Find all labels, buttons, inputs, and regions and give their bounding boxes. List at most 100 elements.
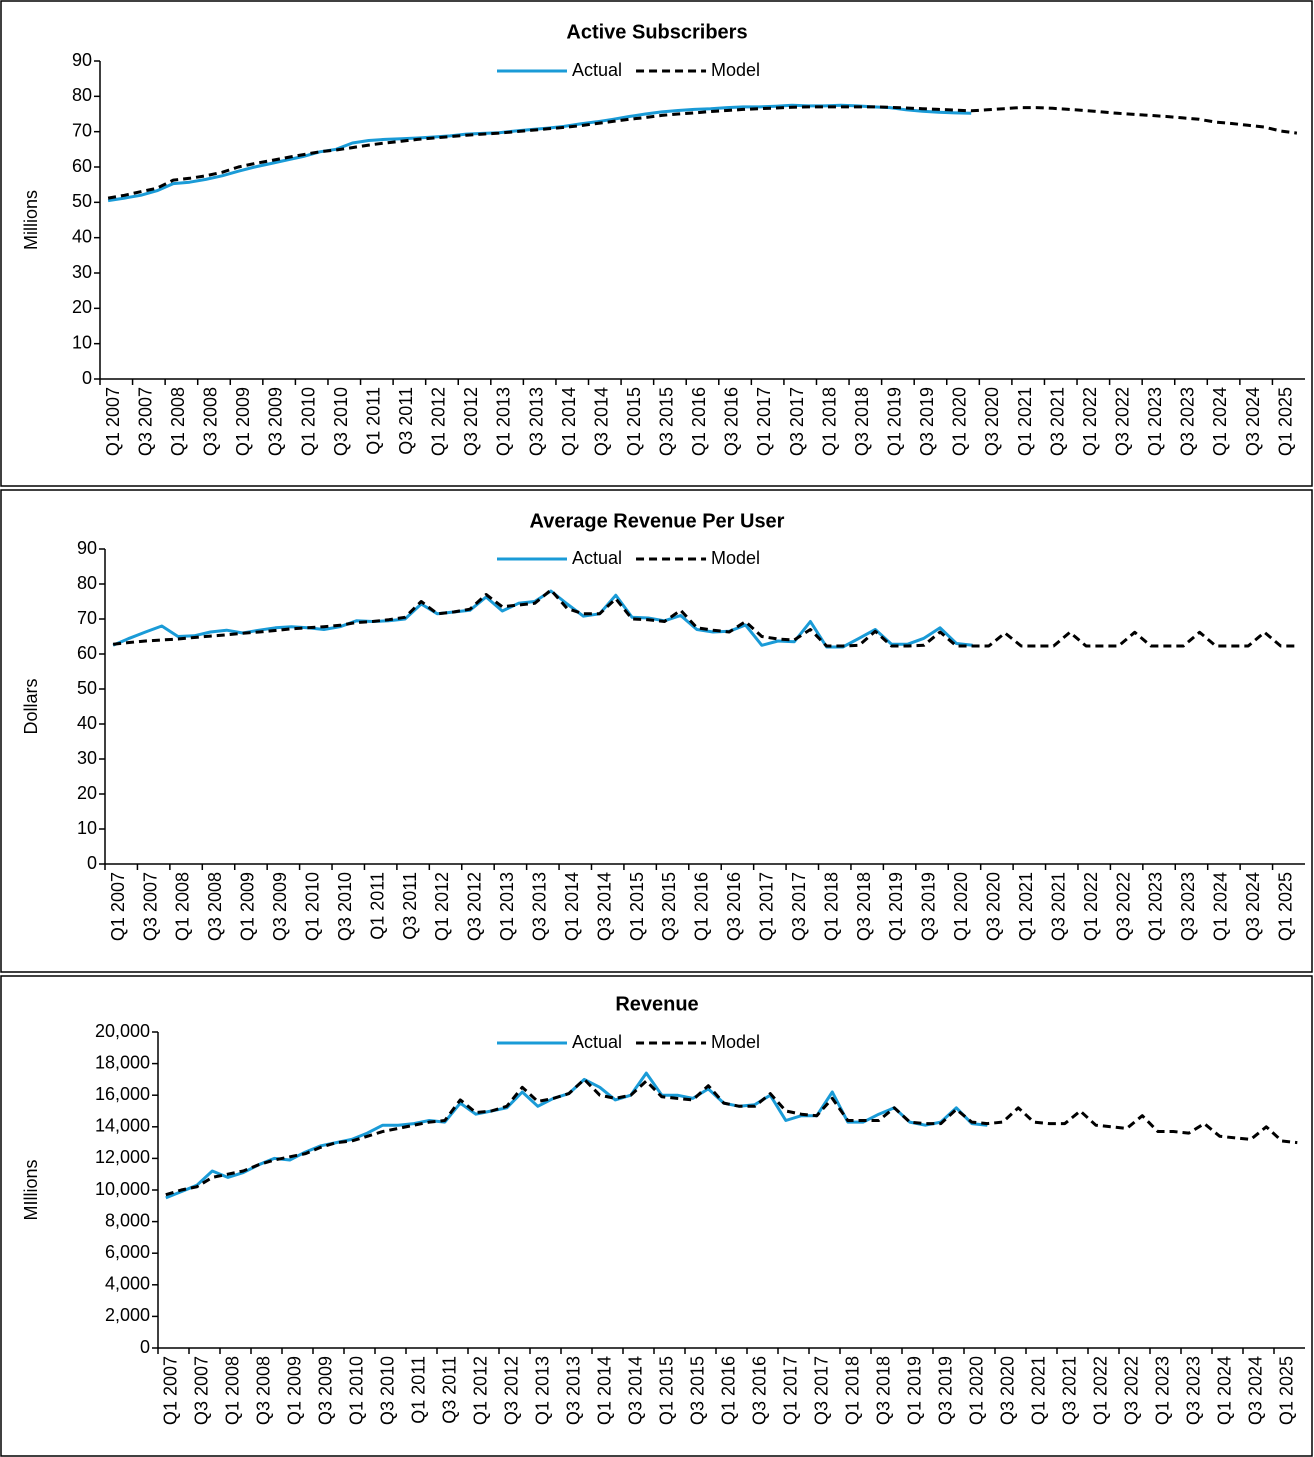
x-tick-label: Q3 2023 bbox=[1184, 1356, 1204, 1425]
x-tick-label: Q1 2025 bbox=[1275, 387, 1295, 456]
x-tick-label: Q3 2024 bbox=[1243, 872, 1263, 941]
y-tick-label: 60 bbox=[77, 643, 97, 663]
y-tick-label: 4,000 bbox=[105, 1274, 150, 1294]
x-tick-label: Q1 2019 bbox=[885, 387, 905, 456]
x-tick-label: Q1 2009 bbox=[285, 1356, 305, 1425]
x-tick-label: Q3 2015 bbox=[657, 387, 677, 456]
series-line bbox=[165, 1071, 988, 1200]
x-tick-label: Q1 2024 bbox=[1215, 1356, 1235, 1425]
x-tick-label: Q1 2017 bbox=[781, 1356, 801, 1425]
x-tick-label: Q3 2008 bbox=[205, 872, 225, 941]
x-tick-label: Q3 2012 bbox=[461, 387, 481, 456]
x-tick-label: Q1 2016 bbox=[719, 1356, 739, 1425]
y-tick-label: 30 bbox=[72, 262, 92, 282]
panel-border bbox=[0, 975, 1313, 1457]
x-tick-label: Q3 2007 bbox=[135, 387, 155, 456]
x-tick-label: Q1 2020 bbox=[950, 387, 970, 456]
y-tick-label: 20,000 bbox=[95, 1021, 150, 1041]
x-tick-label: Q3 2016 bbox=[724, 872, 744, 941]
x-tick-label: Q1 2021 bbox=[1015, 387, 1035, 456]
x-tick-label: Q3 2009 bbox=[270, 872, 290, 941]
y-tick-label: 16,000 bbox=[95, 1084, 150, 1104]
y-tick-label: 12,000 bbox=[95, 1147, 150, 1167]
x-tick-label: Q1 2018 bbox=[843, 1356, 863, 1425]
x-tick-label: Q1 2015 bbox=[624, 387, 644, 456]
x-tick-label: Q3 2012 bbox=[465, 872, 485, 941]
x-tick-label: Q1 2015 bbox=[657, 1356, 677, 1425]
y-tick-label: 10 bbox=[72, 332, 92, 352]
x-tick-label: Q3 2013 bbox=[529, 872, 549, 941]
x-tick-label: Q3 2010 bbox=[378, 1356, 398, 1425]
y-tick-label: 20 bbox=[77, 783, 97, 803]
legend-label: Model bbox=[711, 1032, 760, 1052]
x-tick-label: Q1 2024 bbox=[1210, 387, 1230, 456]
legend-label: Model bbox=[711, 60, 760, 80]
x-tick-label: Q1 2022 bbox=[1081, 872, 1101, 941]
x-tick-label: Q3 2021 bbox=[1048, 872, 1068, 941]
x-tick-label: Q3 2012 bbox=[502, 1356, 522, 1425]
x-tick-label: Q1 2017 bbox=[757, 872, 777, 941]
x-tick-label: Q1 2021 bbox=[1029, 1356, 1049, 1425]
x-tick-label: Q3 2016 bbox=[750, 1356, 770, 1425]
x-tick-label: Q3 2016 bbox=[722, 387, 742, 456]
x-tick-label: Q1 2017 bbox=[754, 387, 774, 456]
x-tick-label: Q3 2007 bbox=[140, 872, 160, 941]
y-tick-label: 6,000 bbox=[105, 1242, 150, 1262]
chart-title: Revenue bbox=[615, 993, 698, 1015]
x-tick-label: Q1 2022 bbox=[1080, 387, 1100, 456]
x-tick-label: Q1 2023 bbox=[1153, 1356, 1173, 1425]
x-tick-label: Q1 2015 bbox=[627, 872, 647, 941]
x-tick-label: Q1 2025 bbox=[1277, 1356, 1297, 1425]
x-tick-label: Q1 2009 bbox=[238, 872, 258, 941]
y-tick-label: 40 bbox=[72, 226, 92, 246]
x-tick-label: Q1 2016 bbox=[689, 387, 709, 456]
x-tick-label: Q1 2011 bbox=[409, 1356, 429, 1424]
x-tick-label: Q1 2021 bbox=[1016, 872, 1036, 941]
y-tick-label: 0 bbox=[82, 368, 92, 388]
x-tick-label: Q3 2018 bbox=[854, 872, 874, 941]
y-tick-label: 40 bbox=[77, 713, 97, 733]
x-tick-label: Q3 2020 bbox=[982, 387, 1002, 456]
x-tick-label: Q3 2017 bbox=[812, 1356, 832, 1425]
x-tick-label: Q1 2007 bbox=[161, 1356, 181, 1425]
x-tick-label: Q1 2008 bbox=[168, 387, 188, 456]
x-tick-label: Q3 2022 bbox=[1112, 387, 1132, 456]
x-tick-label: Q3 2020 bbox=[984, 872, 1004, 941]
x-tick-label: Q1 2008 bbox=[173, 872, 193, 941]
chart-title: Active Subscribers bbox=[566, 21, 747, 43]
x-tick-label: Q3 2010 bbox=[331, 387, 351, 456]
legend-label: Actual bbox=[572, 60, 622, 80]
y-tick-label: 90 bbox=[77, 538, 97, 558]
x-tick-label: Q3 2019 bbox=[917, 387, 937, 456]
x-tick-label: Q3 2015 bbox=[659, 872, 679, 941]
x-tick-label: Q3 2019 bbox=[936, 1356, 956, 1425]
x-tick-label: Q1 2020 bbox=[951, 872, 971, 941]
legend-label: Model bbox=[711, 548, 760, 568]
y-axis-label: Dollars bbox=[21, 678, 41, 734]
x-tick-label: Q1 2010 bbox=[302, 872, 322, 941]
x-tick-label: Q3 2008 bbox=[254, 1356, 274, 1425]
x-tick-label: Q1 2012 bbox=[432, 872, 452, 941]
x-tick-label: Q3 2024 bbox=[1243, 387, 1263, 456]
x-tick-label: Q3 2018 bbox=[874, 1356, 894, 1425]
y-tick-label: 10,000 bbox=[95, 1179, 150, 1199]
x-tick-label: Q3 2022 bbox=[1113, 872, 1133, 941]
x-tick-label: Q3 2024 bbox=[1246, 1356, 1266, 1425]
y-axis-label: MIllions bbox=[21, 1159, 41, 1220]
y-tick-label: 50 bbox=[77, 678, 97, 698]
y-tick-label: 50 bbox=[72, 191, 92, 211]
y-tick-label: 8,000 bbox=[105, 1210, 150, 1230]
x-tick-label: Q1 2019 bbox=[886, 872, 906, 941]
x-tick-label: Q3 2017 bbox=[787, 387, 807, 456]
x-tick-label: Q3 2019 bbox=[919, 872, 939, 941]
x-tick-label: Q3 2023 bbox=[1178, 387, 1198, 456]
x-tick-label: Q1 2013 bbox=[533, 1356, 553, 1425]
panel-border bbox=[0, 489, 1313, 973]
y-tick-label: 10 bbox=[77, 818, 97, 838]
panel-border bbox=[0, 0, 1313, 487]
x-tick-label: Q3 2015 bbox=[688, 1356, 708, 1425]
x-tick-label: Q1 2011 bbox=[363, 387, 383, 455]
x-tick-label: Q3 2021 bbox=[1060, 1356, 1080, 1425]
y-tick-label: 14,000 bbox=[95, 1116, 150, 1136]
